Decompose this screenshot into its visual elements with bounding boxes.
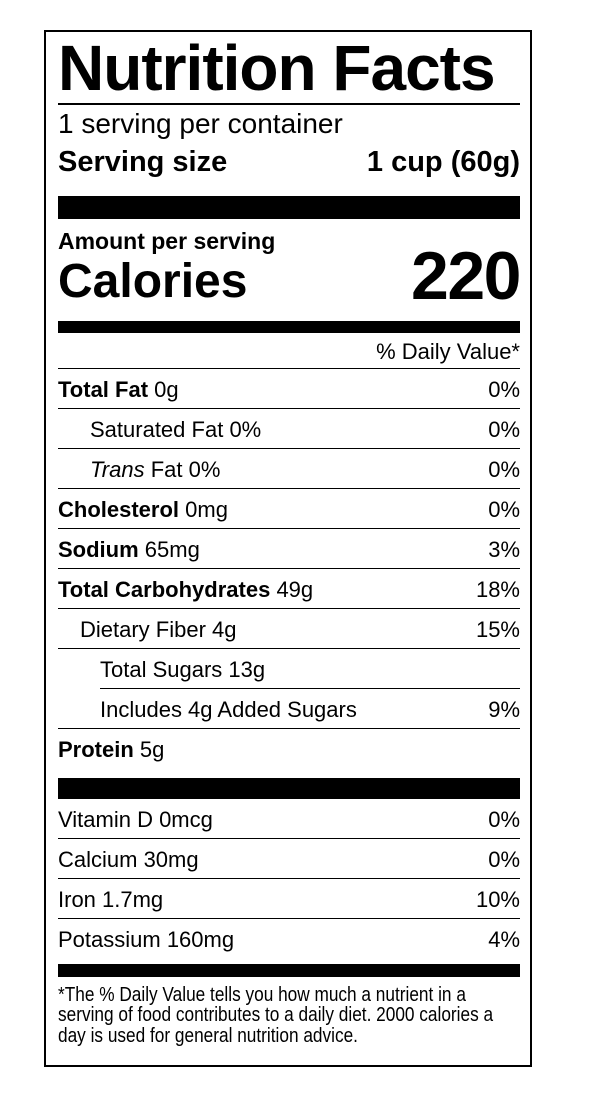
nutrient-row-trans-fat: Trans Fat 0% 0% bbox=[58, 449, 520, 489]
nutrient-name: Total Sugars 13g bbox=[100, 656, 266, 682]
nutrient-row-added-sugars: Includes 4g Added Sugars 9% bbox=[58, 689, 520, 729]
nutrient-name: Sodium 65mg bbox=[58, 536, 200, 562]
label-title: Nutrition Facts bbox=[58, 36, 520, 105]
thick-divider-bar-top bbox=[58, 195, 520, 219]
serving-size-label: Serving size bbox=[58, 145, 228, 178]
nutrition-facts-label: Nutrition Facts 1 serving per container … bbox=[44, 30, 532, 1067]
micronutrient-daily-value: 10% bbox=[475, 886, 520, 912]
nutrient-row-total-sugars: Total Sugars 13g bbox=[100, 649, 520, 689]
nutrient-row-total-fat: Total Fat 0g 0% bbox=[58, 369, 520, 409]
nutrient-daily-value: 15% bbox=[475, 616, 520, 642]
amount-per-serving-label: Amount per serving bbox=[58, 227, 276, 254]
micronutrient-name: Calcium 30mg bbox=[58, 846, 199, 872]
micronutrient-daily-value: 0% bbox=[488, 806, 520, 832]
nutrient-name: Trans Fat 0% bbox=[90, 456, 221, 482]
daily-value-footnote: *The % Daily Value tells you how much a … bbox=[58, 983, 494, 1047]
micronutrient-name: Iron 1.7mg bbox=[58, 886, 164, 912]
micronutrient-name: Vitamin D 0mcg bbox=[58, 806, 213, 832]
nutrient-daily-value bbox=[512, 737, 520, 762]
nutrient-daily-value: 0% bbox=[488, 456, 520, 482]
nutrient-name: Total Carbohydrates 49g bbox=[58, 576, 314, 602]
nutrient-name: Cholesterol 0mg bbox=[58, 496, 228, 522]
nutrient-name: Total Fat 0g bbox=[58, 376, 179, 402]
micronutrient-row-vitamin-d: Vitamin D 0mcg 0% bbox=[58, 799, 520, 839]
nutrient-row-cholesterol: Cholesterol 0mg 0% bbox=[58, 489, 520, 529]
servings-per-container: 1 serving per container bbox=[58, 107, 343, 139]
micronutrient-daily-value: 0% bbox=[488, 846, 520, 872]
daily-value-header: % Daily Value* bbox=[58, 333, 520, 369]
nutrient-name: Dietary Fiber 4g bbox=[80, 616, 237, 642]
nutrient-daily-value bbox=[512, 657, 520, 682]
thick-divider-bar-middle bbox=[58, 777, 520, 799]
calories-label: Calories bbox=[58, 254, 248, 308]
calories-value: 220 bbox=[411, 237, 521, 314]
nutrient-daily-value: 9% bbox=[488, 696, 520, 722]
medium-divider-bar bbox=[58, 320, 520, 333]
nutrient-row-dietary-fiber: Dietary Fiber 4g 15% bbox=[58, 609, 520, 649]
calories-row: Calories 220 bbox=[58, 242, 521, 310]
thick-divider-bar-bottom bbox=[58, 963, 520, 977]
nutrient-daily-value: 0% bbox=[488, 496, 520, 522]
nutrient-daily-value: 3% bbox=[488, 536, 520, 562]
nutrient-row-total-carbohydrates: Total Carbohydrates 49g 18% bbox=[58, 569, 520, 609]
micronutrient-daily-value: 4% bbox=[488, 926, 520, 952]
serving-size-row: Serving size 1 cup (60g) bbox=[58, 142, 520, 182]
micronutrient-row-iron: Iron 1.7mg 10% bbox=[58, 879, 520, 919]
nutrient-row-saturated-fat: Saturated Fat 0% 0% bbox=[58, 409, 520, 449]
micronutrient-name: Potassium 160mg bbox=[58, 926, 235, 952]
nutrient-name: Saturated Fat 0% bbox=[90, 416, 262, 442]
nutrient-row-protein: Protein 5g bbox=[58, 729, 520, 766]
nutrient-daily-value: 18% bbox=[475, 576, 520, 602]
nutrient-daily-value: 0% bbox=[488, 376, 520, 402]
micronutrient-row-calcium: Calcium 30mg 0% bbox=[58, 839, 520, 879]
nutrient-row-sodium: Sodium 65mg 3% bbox=[58, 529, 520, 569]
micronutrient-row-potassium: Potassium 160mg 4% bbox=[58, 919, 520, 958]
nutrient-name: Includes 4g Added Sugars bbox=[100, 696, 357, 722]
serving-size-value: 1 cup (60g) bbox=[366, 145, 520, 178]
nutrient-name: Protein 5g bbox=[58, 736, 165, 762]
nutrient-daily-value: 0% bbox=[488, 416, 520, 442]
